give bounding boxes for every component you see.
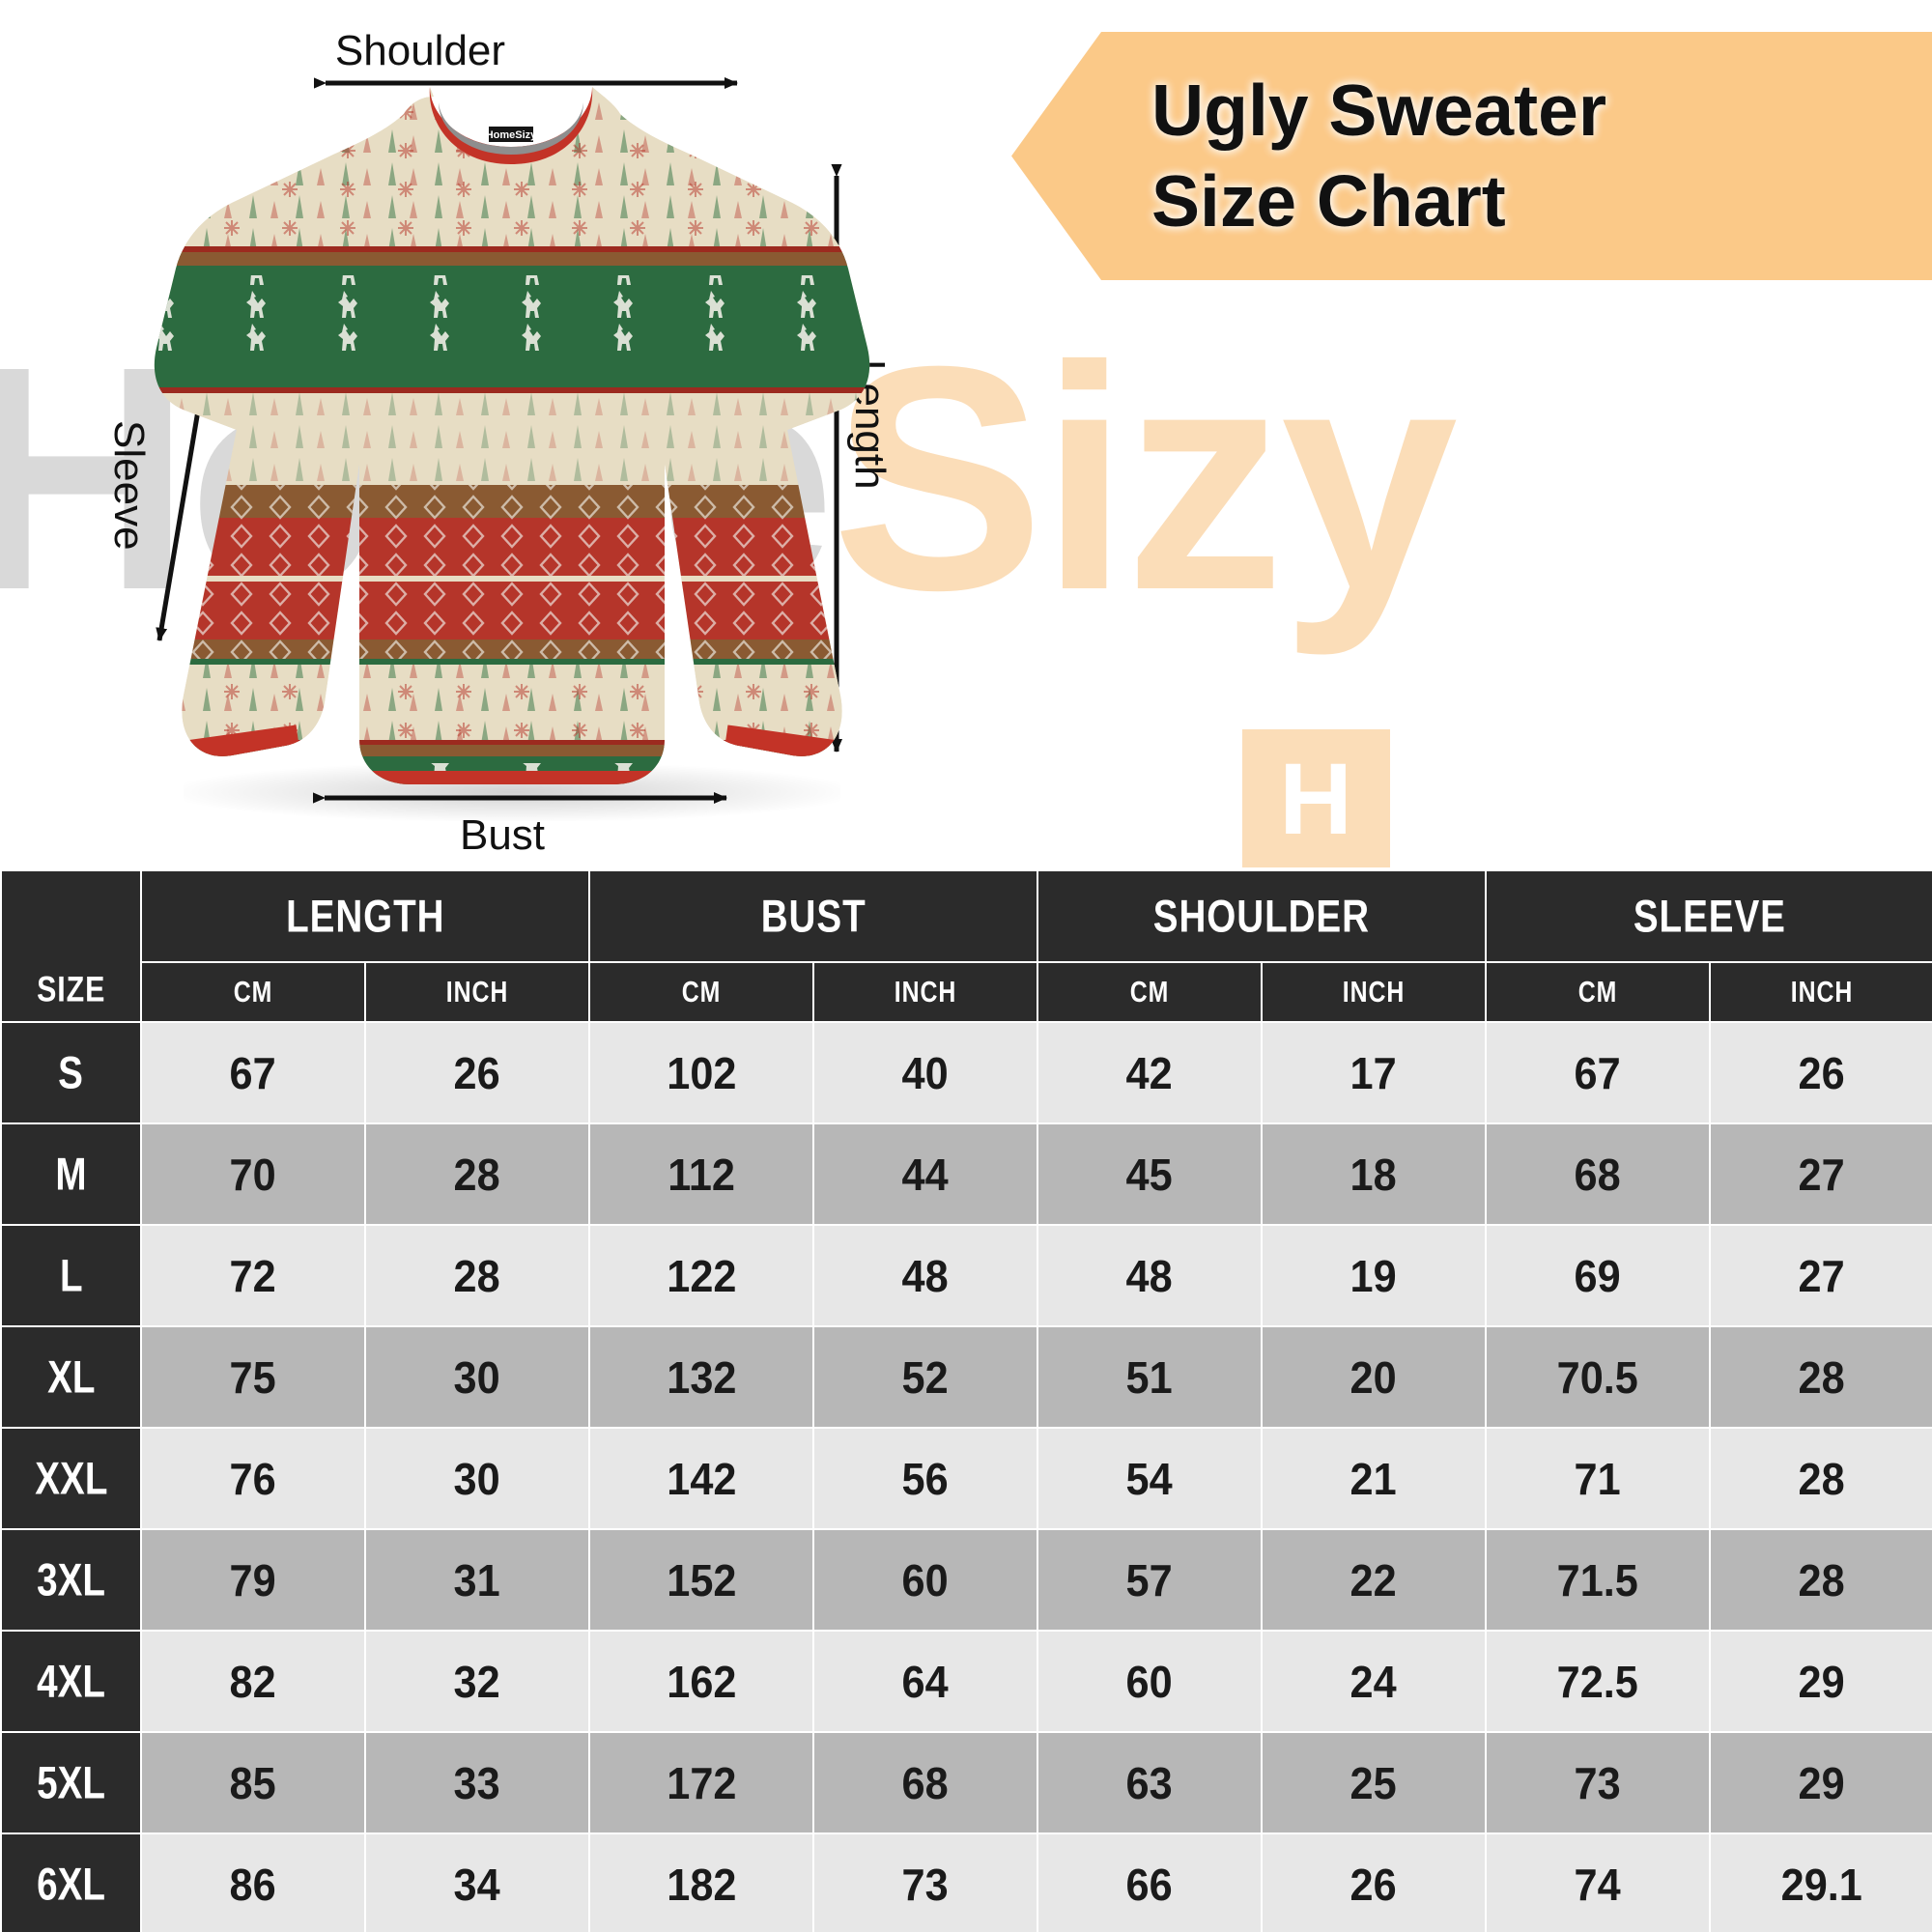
svg-text:H: H — [1279, 743, 1352, 856]
svg-text:HomeSizy: HomeSizy — [486, 129, 537, 141]
